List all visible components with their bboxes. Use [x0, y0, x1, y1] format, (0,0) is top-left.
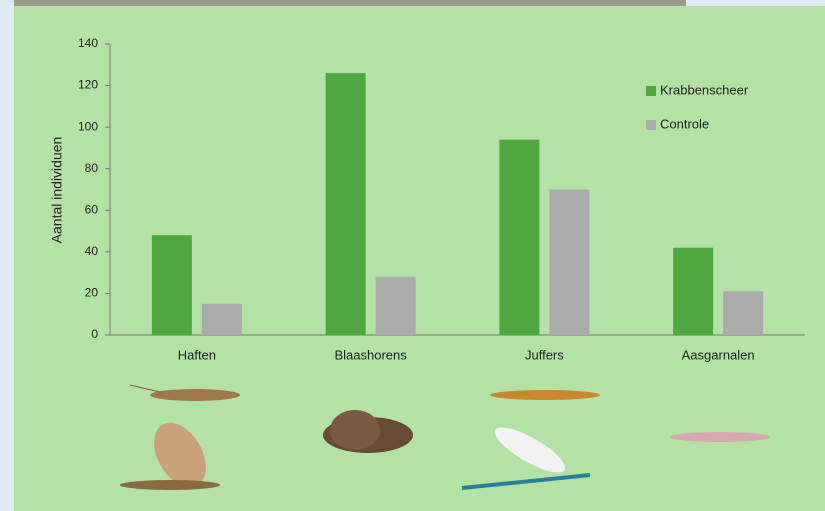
- y-tick-label: 0: [91, 327, 98, 341]
- bar: [499, 140, 539, 335]
- legend-swatch: [646, 120, 656, 130]
- bar: [723, 291, 763, 335]
- y-axis-label: Aantal individuen: [49, 137, 65, 244]
- y-tick-label: 100: [78, 119, 98, 133]
- photo-strip: [14, 0, 686, 6]
- y-tick-label: 80: [85, 161, 99, 175]
- bar: [673, 248, 713, 335]
- bar: [376, 277, 416, 335]
- y-tick-label: 40: [85, 244, 99, 258]
- bar: [152, 235, 192, 335]
- y-tick-label: 120: [78, 78, 98, 92]
- legend-label: Controle: [660, 116, 709, 131]
- y-tick-label: 140: [78, 36, 98, 50]
- legend-label: Krabbenscheer: [660, 82, 749, 97]
- chart: Aantal individuen 0 20 40 60 80 100 120 140 Haft…: [0, 0, 825, 511]
- x-tick-label: Blaashorens: [334, 347, 407, 362]
- bar: [326, 73, 366, 335]
- bar: [549, 190, 589, 336]
- x-tick-label: Juffers: [525, 347, 564, 362]
- bar: [202, 304, 242, 335]
- x-tick-label: Haften: [178, 347, 216, 362]
- y-tick-label: 20: [85, 286, 99, 300]
- x-tick-label: Aasgarnalen: [682, 347, 755, 362]
- legend-swatch: [646, 86, 656, 96]
- y-tick-label: 60: [85, 202, 99, 216]
